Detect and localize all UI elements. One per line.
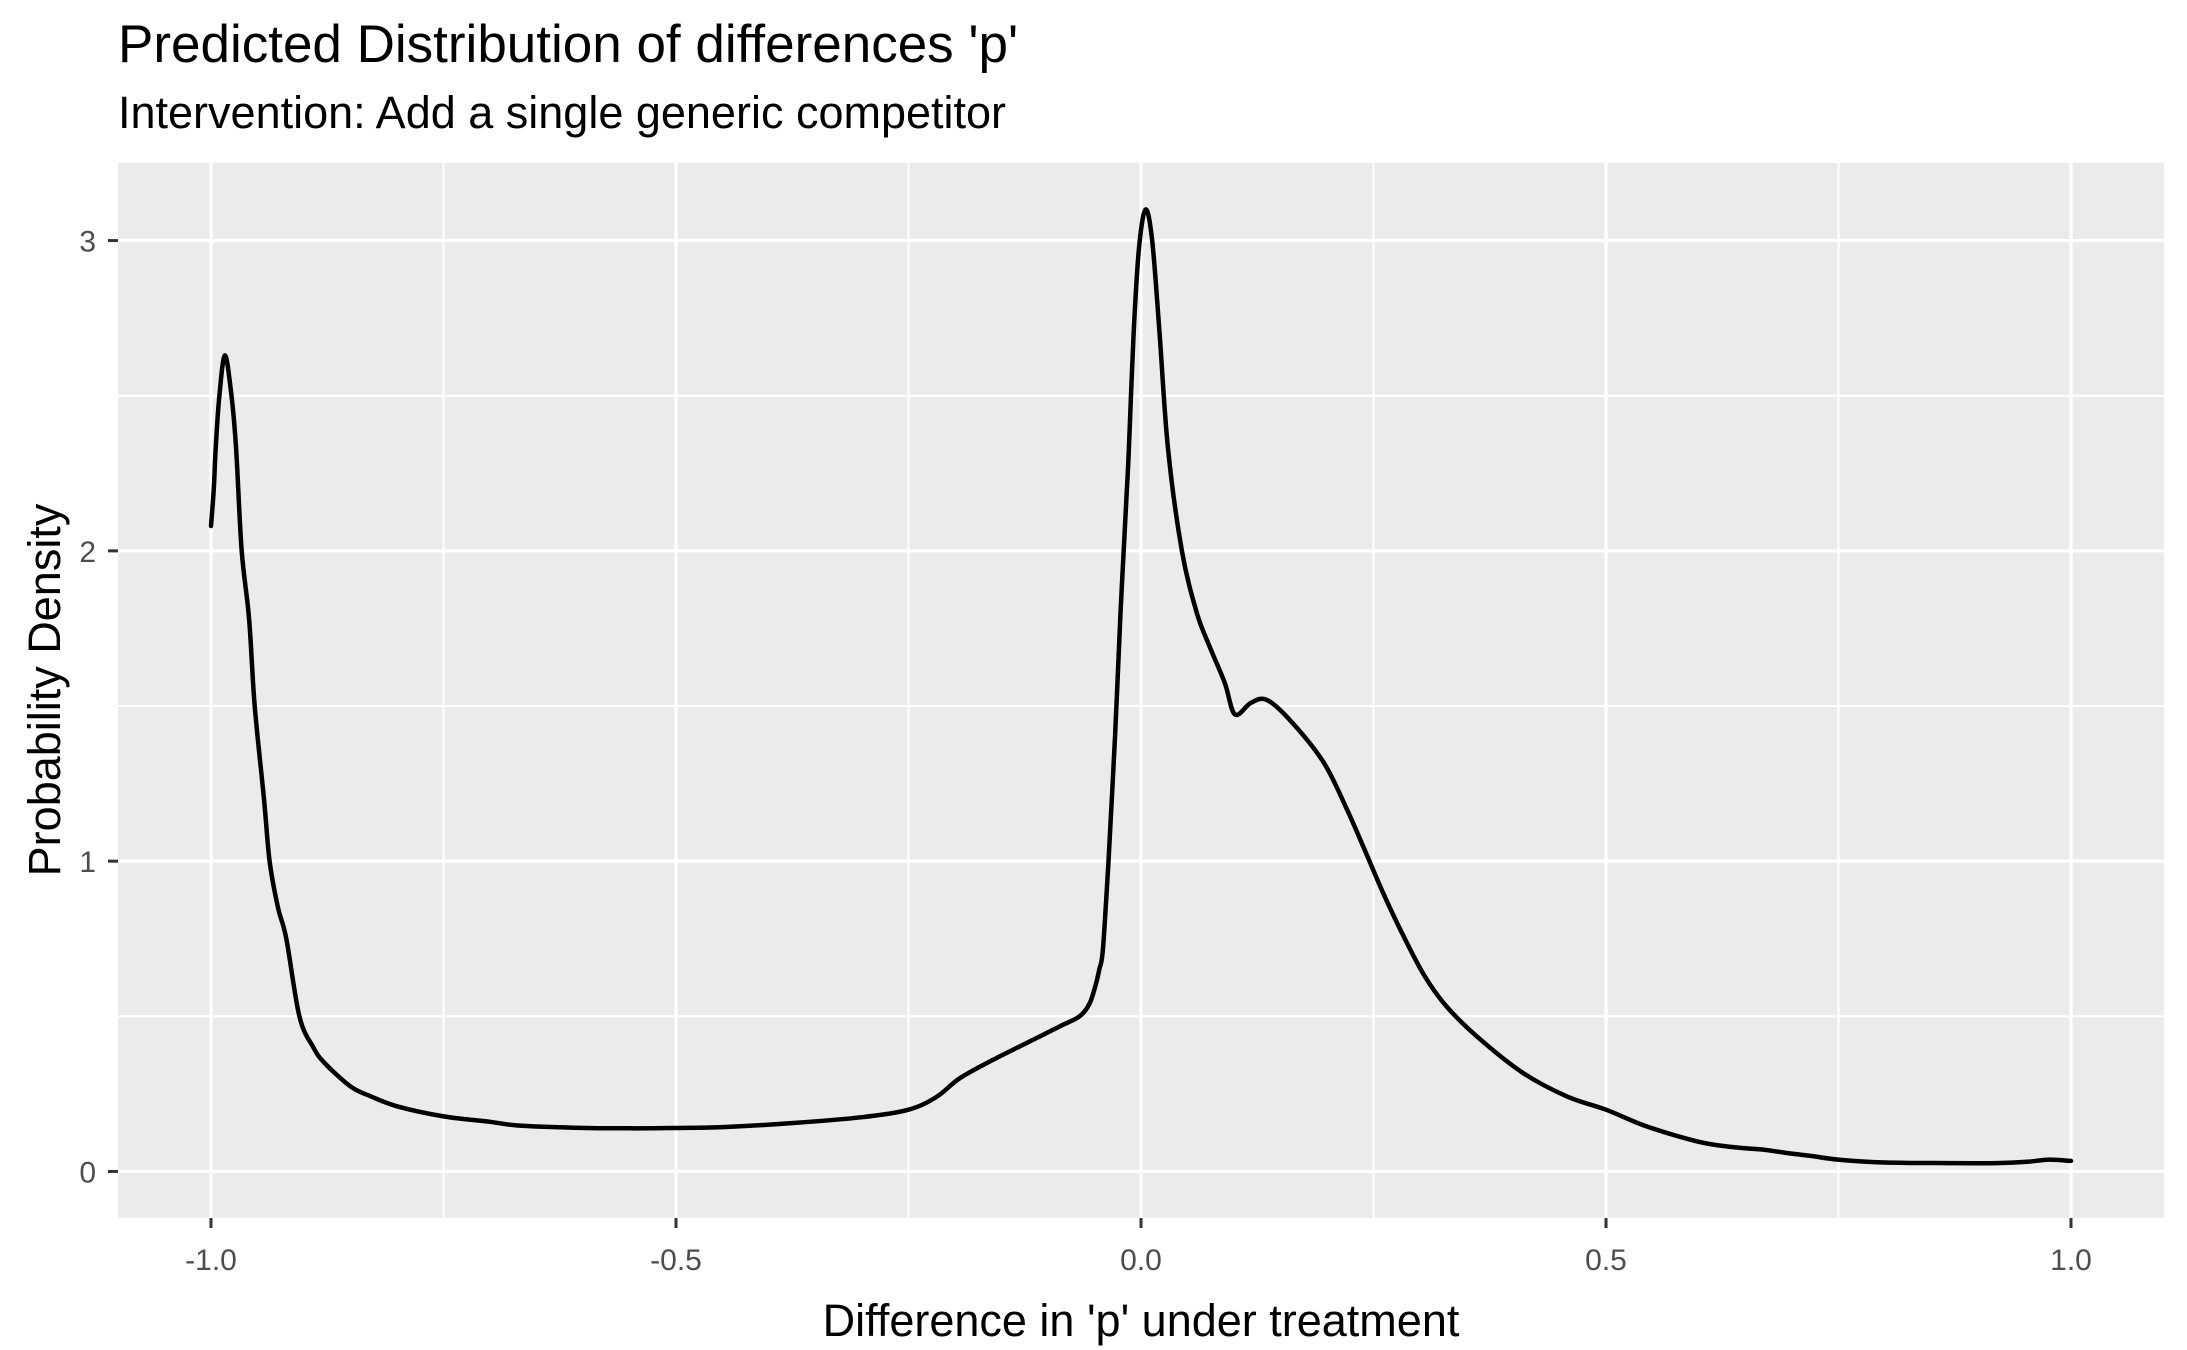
- major-gridlines: [118, 163, 2164, 1218]
- y-tick-label: 3: [79, 226, 96, 259]
- y-axis-ticks: [108, 239, 118, 1173]
- x-tick-label: -0.5: [650, 1244, 702, 1277]
- y-axis-tick-labels: 0 1 2 3: [79, 226, 96, 1190]
- x-tick-label: 0.5: [1585, 1244, 1627, 1277]
- x-tick-label: 1.0: [2050, 1244, 2092, 1277]
- y-tick-label: 1: [79, 846, 96, 879]
- plot-title: Predicted Distribution of differences 'p…: [118, 15, 1018, 74]
- x-axis-ticks: [209, 1218, 2073, 1228]
- x-tick-label: -1.0: [185, 1244, 237, 1277]
- x-axis-title: Difference in 'p' under treatment: [823, 1295, 1460, 1346]
- density-curve: [208, 207, 2074, 1166]
- y-tick-label: 2: [79, 536, 96, 569]
- x-tick-label: 0.0: [1120, 1244, 1162, 1277]
- y-tick-label: 0: [79, 1156, 96, 1189]
- x-axis-tick-labels: -1.0 -0.5 0.0 0.5 1.0: [185, 1244, 2092, 1277]
- y-axis-title: Probability Density: [19, 503, 70, 876]
- plot-subtitle: Intervention: Add a single generic compe…: [118, 87, 1006, 138]
